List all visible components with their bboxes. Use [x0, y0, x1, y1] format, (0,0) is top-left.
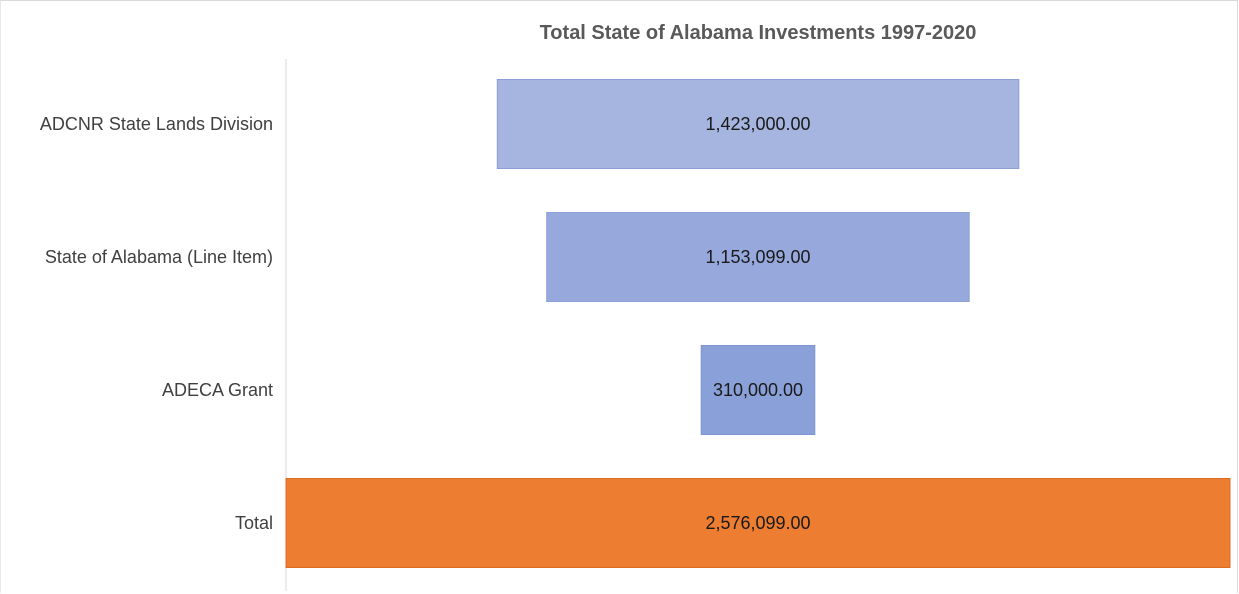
data-label-2: 310,000.00 — [713, 380, 803, 400]
category-label-0: ADCNR State Lands Division — [40, 114, 273, 134]
funnel-bar-1 — [546, 212, 970, 302]
category-label-3: Total — [235, 513, 273, 533]
data-label-1: 1,153,099.00 — [705, 247, 810, 267]
data-label-3: 2,576,099.00 — [705, 513, 810, 533]
funnel-bar-2 — [700, 345, 816, 435]
category-label-1: State of Alabama (Line Item) — [45, 247, 273, 267]
funnel-bar-0 — [496, 79, 1020, 169]
funnel-bars: ADCNR State Lands Division 1,423,000.00 St… — [40, 79, 1231, 568]
chart-title: Total State of Alabama Investments 1997-… — [540, 22, 977, 44]
funnel-bar-3 — [285, 478, 1231, 568]
data-label-0: 1,423,000.00 — [705, 114, 810, 134]
category-label-2: ADECA Grant — [162, 380, 273, 400]
